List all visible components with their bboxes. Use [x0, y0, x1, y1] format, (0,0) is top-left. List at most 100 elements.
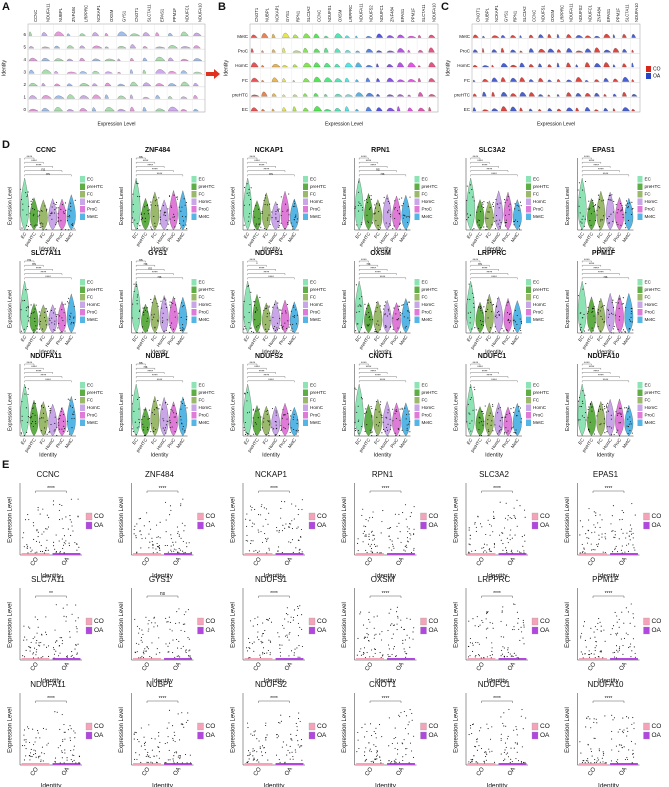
jitter-dot — [587, 761, 589, 763]
jitter-dot — [510, 408, 512, 410]
violin — [164, 763, 192, 765]
jitter-dot — [153, 215, 155, 218]
jitter-dot — [379, 756, 381, 758]
jitter-dot — [295, 751, 297, 753]
jitter-dot — [485, 628, 487, 630]
jitter-dot — [172, 328, 174, 330]
jitter-dot — [258, 208, 260, 210]
jitter-dot — [610, 414, 612, 416]
violin — [584, 48, 592, 53]
legend-label: OA — [652, 627, 662, 634]
jitter-dot — [247, 540, 249, 542]
jitter-dot — [374, 652, 376, 654]
sig-label: **** — [366, 365, 372, 369]
jitter-dot — [266, 219, 269, 221]
jitter-dot — [46, 528, 48, 530]
jitter-dot — [150, 431, 152, 433]
jitter-dot — [491, 420, 493, 422]
jitter-dot — [25, 307, 27, 309]
jitter-dot — [73, 417, 75, 419]
jitter-dot — [297, 656, 299, 658]
row-label: preHTC — [232, 93, 249, 98]
jitter-dot — [265, 228, 267, 231]
jitter-dot — [498, 431, 500, 433]
jitter-dot — [582, 402, 584, 404]
jitter-dot — [261, 635, 263, 637]
jitter-dot — [44, 549, 46, 552]
jitter-dot — [370, 432, 372, 434]
jitter-dot — [354, 430, 357, 432]
jitter-dot — [39, 513, 41, 515]
jitter-dot — [52, 504, 54, 506]
violin — [547, 94, 551, 97]
sig-label: **** — [482, 266, 488, 270]
violin — [528, 64, 534, 68]
jitter-dot — [156, 332, 158, 334]
jitter-dot — [362, 207, 364, 209]
violin — [577, 280, 587, 334]
jitter-dot — [377, 224, 379, 226]
jitter-dot — [409, 431, 411, 433]
jitter-dot — [293, 200, 295, 202]
violin — [193, 58, 203, 61]
violin — [292, 50, 302, 53]
y-axis-title: Expression Level — [342, 497, 348, 543]
jitter-dot — [621, 744, 623, 746]
sig-bracket — [146, 700, 179, 703]
jitter-dot — [38, 644, 40, 646]
jitter-dot — [513, 507, 515, 509]
jitter-dot — [33, 311, 35, 313]
jitter-dot — [42, 760, 44, 762]
jitter-dot — [261, 755, 263, 757]
legend-swatch — [526, 382, 531, 389]
jitter-dot — [180, 647, 182, 649]
jitter-dot — [481, 205, 483, 207]
jitter-dot — [577, 419, 579, 421]
jitter-dot — [244, 186, 246, 189]
jitter-dot — [132, 203, 134, 206]
jitter-dot — [30, 203, 32, 205]
jitter-dot — [580, 635, 582, 637]
jitter-dot — [260, 514, 262, 516]
jitter-dot — [159, 210, 161, 212]
jitter-dot — [69, 631, 71, 633]
jitter-dot — [516, 656, 518, 659]
legend-label: ProC — [533, 310, 544, 315]
sig-bracket — [247, 265, 267, 267]
jitter-dot — [478, 626, 480, 628]
jitter-dot — [468, 543, 470, 545]
jitter-dot — [28, 646, 30, 648]
jitter-dot — [266, 413, 268, 415]
jitter-dot — [295, 430, 297, 432]
violin — [482, 48, 485, 53]
jitter-dot — [258, 218, 260, 220]
violin — [39, 401, 48, 437]
jitter-dot — [252, 408, 254, 410]
violin — [292, 80, 296, 82]
jitter-dot — [388, 209, 390, 211]
jitter-dot — [470, 758, 472, 761]
x-tick-label: FC — [373, 231, 381, 239]
sig-label: **** — [264, 168, 270, 172]
jitter-dot — [469, 322, 471, 324]
jitter-dot — [58, 655, 60, 657]
jitter-dot — [244, 325, 246, 328]
jitter-dot — [258, 408, 260, 410]
jitter-dot — [42, 656, 44, 658]
jitter-dot — [151, 642, 153, 644]
jitter-dot — [367, 304, 369, 306]
x-tick-label: OA — [61, 557, 71, 568]
jitter-dot — [300, 528, 303, 531]
jitter-dot — [377, 425, 379, 427]
legend-swatch — [80, 301, 85, 308]
legend-swatch — [80, 412, 85, 419]
x-axis-title: Identity — [151, 246, 169, 252]
violin — [596, 297, 606, 334]
x-tick-label: CO — [30, 766, 40, 777]
jitter-dot — [261, 504, 263, 506]
sig-label: ns — [139, 361, 143, 365]
jitter-dot — [394, 217, 396, 220]
jitter-dot — [42, 551, 44, 553]
jitter-dot — [496, 317, 498, 319]
jitter-dot — [394, 200, 396, 202]
